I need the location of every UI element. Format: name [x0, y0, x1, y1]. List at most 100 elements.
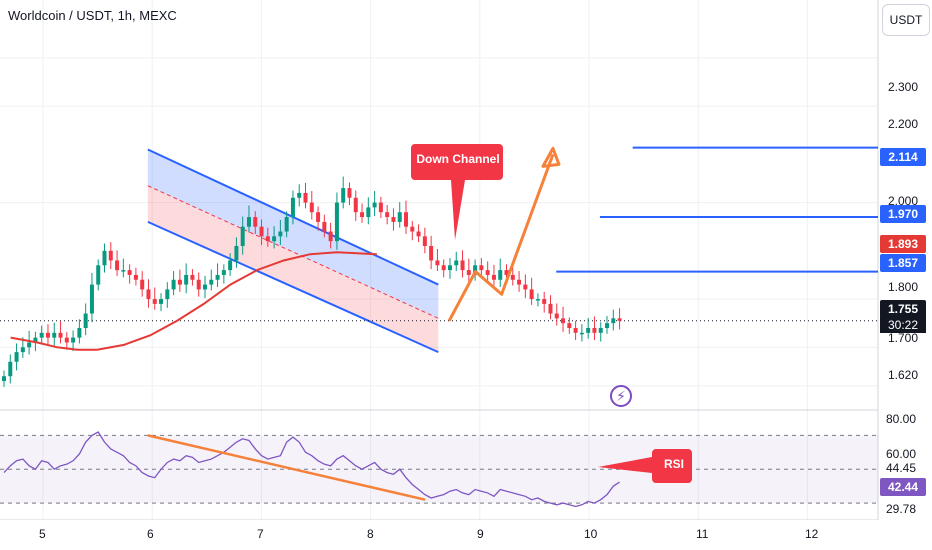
candle-body	[259, 226, 264, 237]
candle-body	[334, 202, 339, 242]
candle-body	[435, 260, 440, 266]
candle-body	[460, 260, 465, 271]
rsi-tick: 29.78	[886, 502, 917, 516]
grid	[0, 0, 879, 521]
candle-body	[290, 197, 295, 218]
candle-body	[64, 337, 69, 343]
currency-button[interactable]: USDT	[882, 4, 930, 36]
candle-body	[108, 250, 113, 261]
candle-body	[491, 274, 496, 280]
candle-body	[140, 279, 145, 290]
candle-body	[127, 270, 132, 275]
rsi-trendline	[147, 434, 426, 501]
time-tick: 11	[696, 527, 709, 541]
candle-body	[14, 352, 19, 362]
rsi-tick: 44.45	[886, 461, 917, 475]
candle-body	[372, 202, 377, 208]
candle-body	[171, 279, 176, 290]
candle-body	[328, 231, 333, 242]
candle-body	[447, 265, 452, 271]
candle-body	[27, 342, 32, 348]
candle-body	[529, 289, 534, 300]
rsi-value-tag: 42.44	[880, 478, 926, 496]
candle-body	[561, 318, 566, 324]
candle-body	[498, 270, 503, 280]
price-tick: 1.700	[888, 331, 919, 345]
candle-body	[121, 270, 126, 272]
time-tick: 5	[39, 527, 46, 541]
candle-body	[152, 299, 157, 304]
candle-body	[341, 188, 346, 203]
candle-body	[20, 347, 25, 353]
rsi-pane	[0, 431, 878, 508]
candle-body	[378, 202, 383, 213]
candle-body	[221, 270, 226, 275]
candle-body	[517, 279, 522, 285]
price-tick: 2.200	[888, 117, 919, 131]
candle-body	[228, 260, 233, 271]
candle-body	[347, 188, 352, 198]
candle-body	[133, 274, 138, 280]
candle-body	[586, 328, 591, 333]
candle-body	[523, 284, 528, 290]
candle-body	[165, 289, 170, 300]
candle-body	[33, 337, 38, 343]
candle-body	[385, 212, 390, 218]
candle-body	[284, 217, 289, 232]
candle-body	[190, 274, 195, 280]
flash-icon[interactable]: ⚡	[610, 385, 632, 407]
candle-body	[177, 279, 182, 285]
candle-body	[52, 332, 57, 338]
candle-body	[215, 274, 220, 280]
candle-body	[504, 270, 509, 275]
time-tick: 9	[477, 527, 484, 541]
channel-mid-line	[147, 185, 439, 319]
candle-body	[542, 299, 547, 304]
rsi-tick: 60.00	[886, 447, 917, 461]
candle-body	[592, 328, 597, 333]
candle-body	[303, 192, 308, 203]
candle-body	[2, 376, 6, 382]
candle-body	[422, 236, 427, 246]
candle-body	[397, 212, 402, 222]
time-tick: 10	[584, 527, 598, 541]
level-tag-1970: 1.970	[880, 205, 926, 223]
resistance-levels	[0, 146, 878, 322]
candle-body	[146, 289, 151, 300]
candle-body	[203, 284, 208, 290]
candle-body	[416, 231, 421, 237]
rsi-line	[3, 431, 620, 508]
time-tick: 8	[367, 527, 374, 541]
chart-title: Worldcoin / USDT, 1h, MEXC	[8, 8, 177, 23]
candle-body	[102, 250, 107, 266]
time-tick: 12	[805, 527, 819, 541]
candle-body	[429, 246, 434, 261]
projection-path	[447, 146, 561, 322]
candle-body	[611, 318, 616, 324]
candle-body	[316, 212, 321, 222]
rsi-tick: 80.00	[886, 412, 917, 426]
rsi-label: RSI	[663, 457, 684, 471]
rsi-callout	[598, 449, 692, 483]
price-tick: 1.800	[888, 280, 919, 294]
candle-body	[209, 279, 214, 285]
channel-lower-fill	[147, 185, 439, 353]
candle-body	[466, 270, 471, 275]
candle-body	[322, 221, 327, 232]
candle-body	[240, 226, 245, 246]
candle-body	[196, 279, 201, 290]
callouts	[411, 144, 692, 483]
candle-body	[366, 207, 371, 218]
ma-line	[10, 251, 377, 351]
candle-body	[404, 212, 409, 227]
level-tag-1857: 1.857	[880, 254, 926, 272]
candle-body	[535, 299, 540, 301]
candle-body	[309, 202, 314, 213]
bar-countdown: 30:22	[880, 317, 926, 333]
candle-body	[159, 299, 164, 304]
candle-body	[441, 265, 446, 271]
candle-body	[617, 318, 622, 321]
projection-arrowhead	[541, 146, 561, 168]
candle-body	[548, 303, 553, 314]
